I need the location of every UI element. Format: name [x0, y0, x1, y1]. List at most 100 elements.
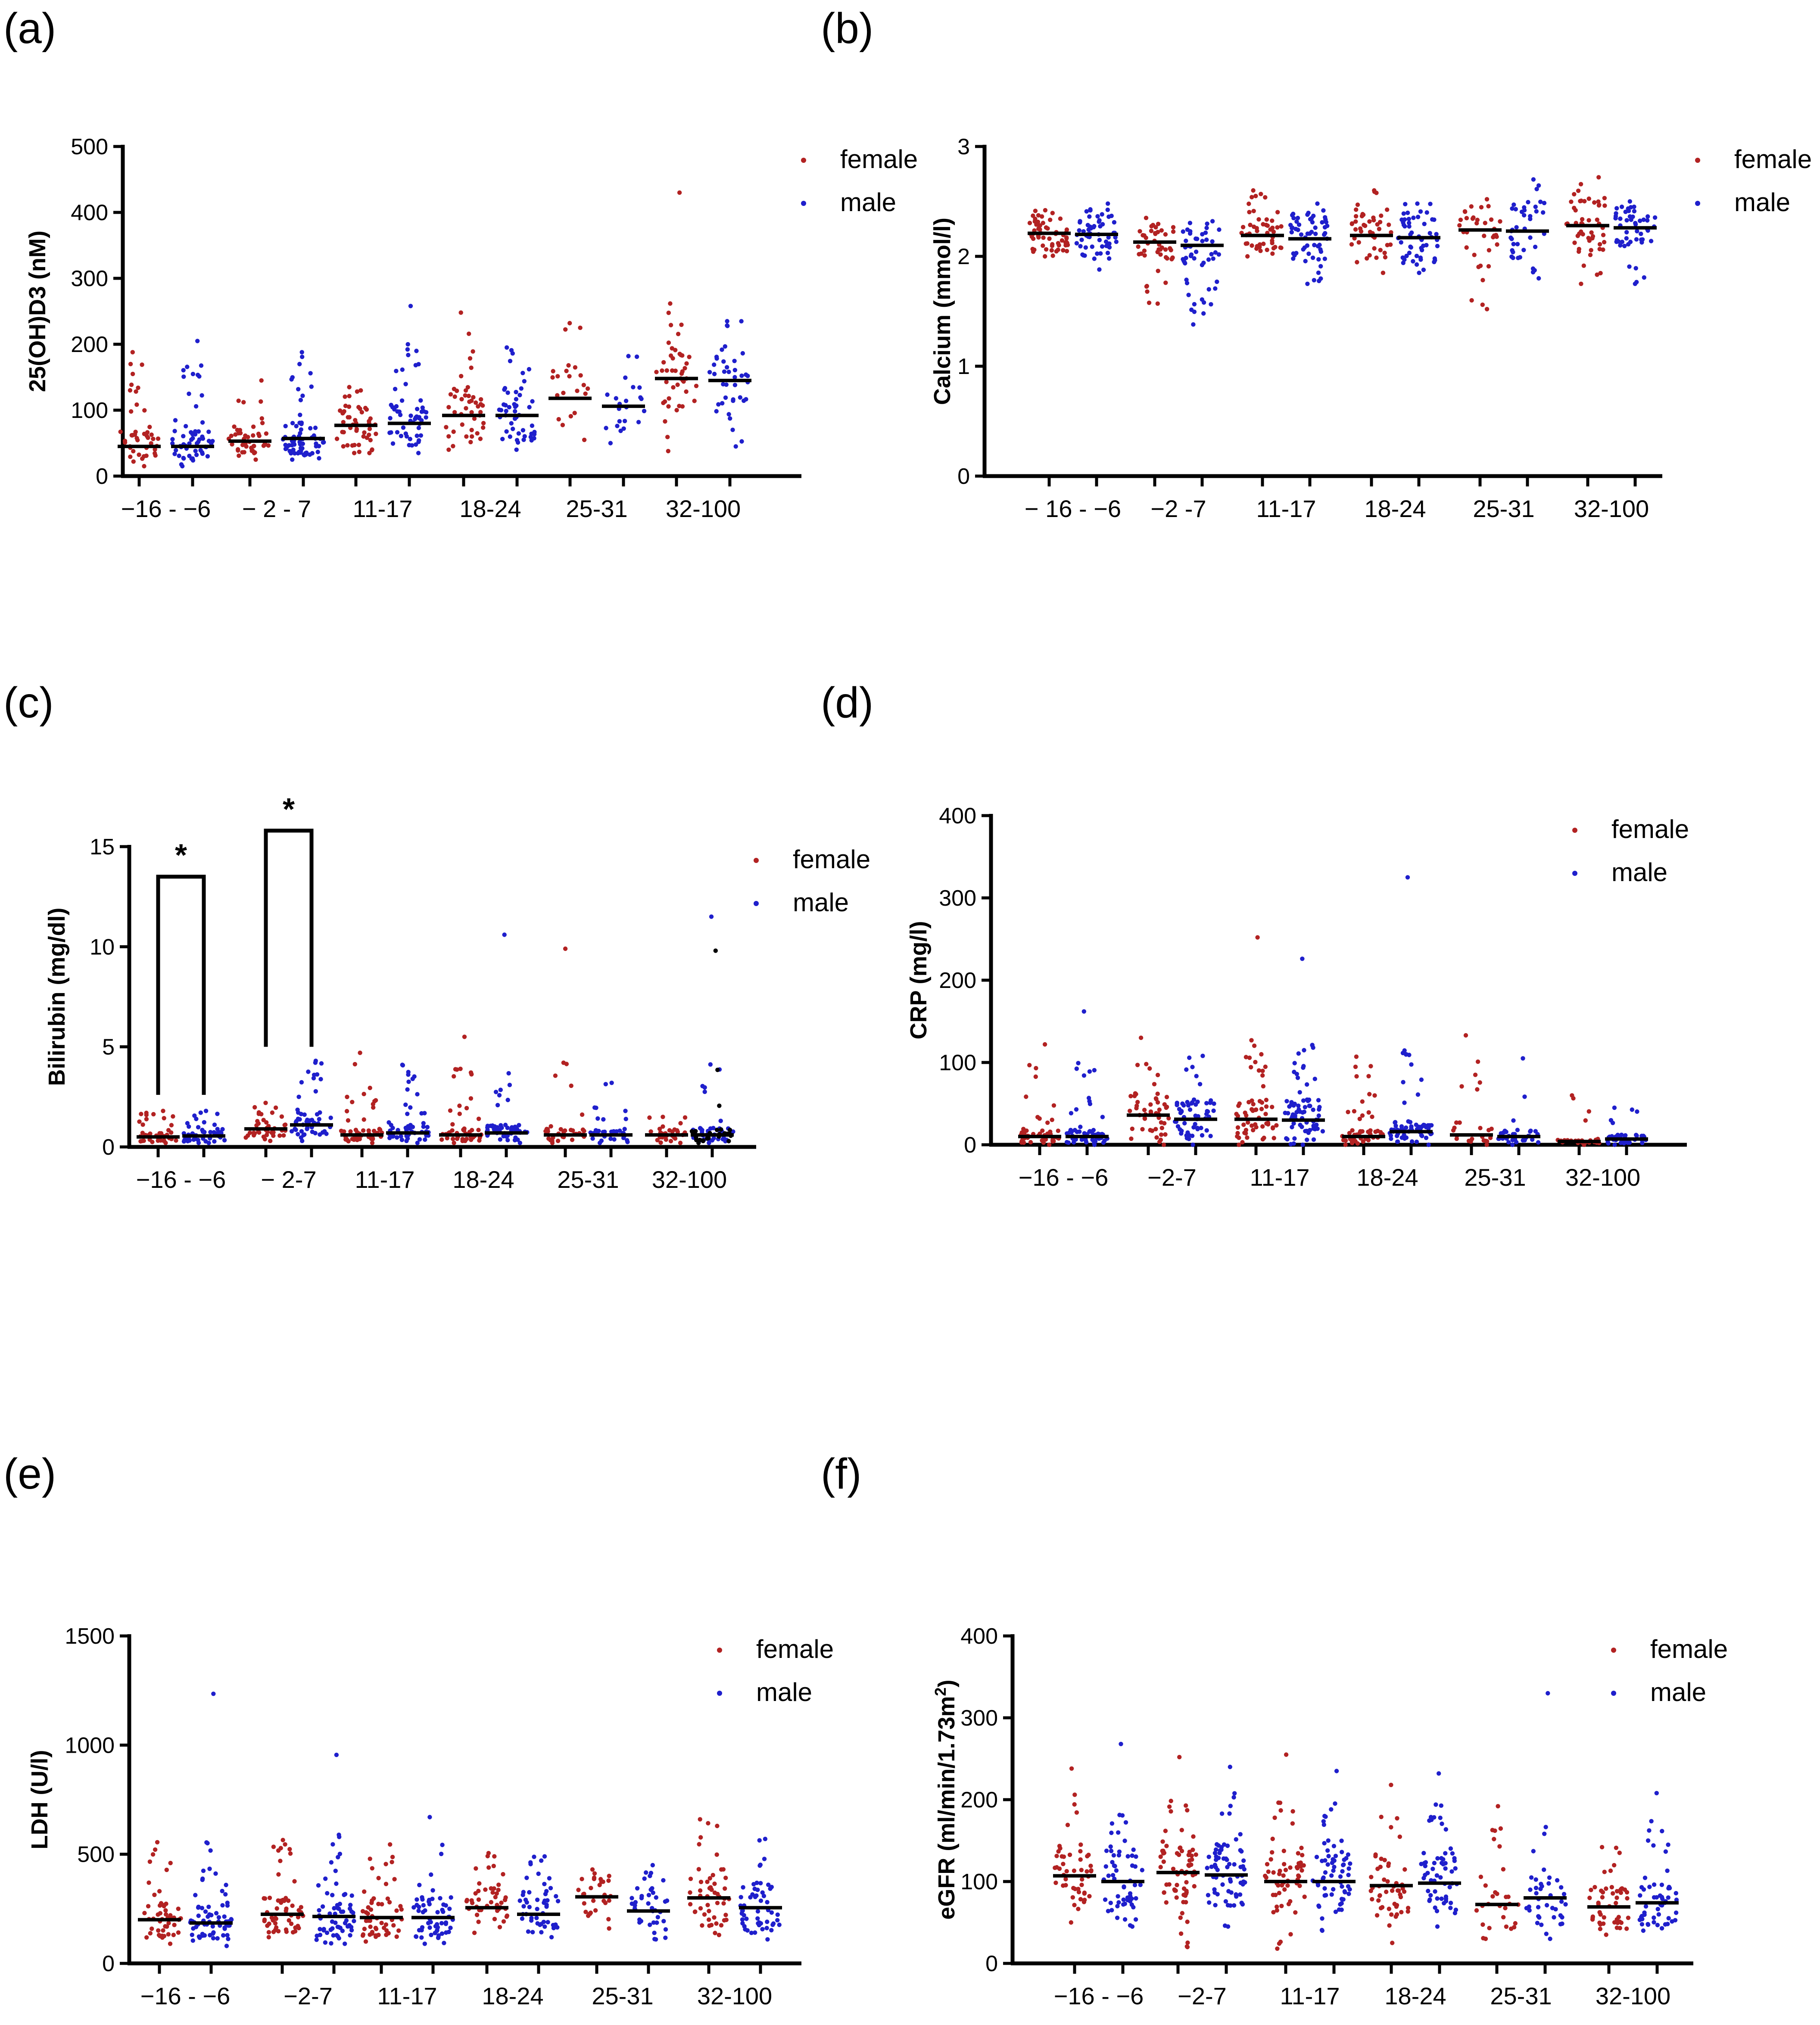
data-point-male: [318, 1077, 323, 1081]
data-point-male: [224, 1882, 228, 1888]
data-point-male: [1109, 1848, 1114, 1854]
data-point-male: [538, 1922, 542, 1927]
data-point-female: [368, 438, 373, 442]
data-point-female: [1165, 256, 1169, 261]
data-point-female: [1145, 289, 1150, 294]
data-point-female: [1036, 235, 1041, 240]
data-point-male: [1418, 1125, 1423, 1130]
data-point-female: [1181, 1900, 1186, 1904]
data-point-male: [1322, 1841, 1327, 1846]
data-point-female: [1074, 1810, 1079, 1815]
data-point-male: [1205, 1866, 1209, 1870]
data-point-male: [501, 402, 506, 407]
data-point-male: [1088, 207, 1093, 212]
data-point-male: [1605, 1140, 1610, 1144]
data-point-male: [638, 395, 643, 400]
data-point-female: [1469, 298, 1474, 303]
data-point-male: [623, 1109, 628, 1113]
data-point-female: [1572, 240, 1577, 245]
data-point-male: [544, 1889, 549, 1894]
data-point-female: [464, 434, 469, 439]
data-point-female: [1371, 215, 1376, 220]
data-point-male: [526, 1929, 531, 1934]
data-point-female: [128, 388, 133, 393]
data-point-female: [362, 430, 367, 435]
data-point-male: [1409, 245, 1413, 250]
data-point-male: [208, 1130, 213, 1134]
data-point-male: [1106, 1873, 1111, 1878]
data-point-male: [403, 1102, 408, 1107]
data-point-male: [1432, 1860, 1437, 1866]
data-point-female: [660, 368, 664, 373]
data-point-male: [423, 1908, 427, 1913]
data-point-male: [229, 1917, 234, 1922]
data-point-male: [1106, 1909, 1111, 1913]
data-point-male: [733, 444, 738, 449]
data-point-female: [131, 449, 136, 454]
data-point-female: [1478, 1126, 1483, 1131]
data-point-female: [675, 1130, 680, 1134]
data-point-male: [534, 1916, 539, 1920]
data-point-female: [1175, 1882, 1179, 1888]
data-point-male: [1213, 250, 1218, 255]
data-point-male: [1323, 1858, 1328, 1863]
data-point-male: [502, 386, 508, 391]
data-point-female: [1361, 1139, 1365, 1144]
data-point-female: [1184, 1944, 1189, 1949]
data-point-male: [1418, 209, 1423, 214]
data-point-female: [365, 435, 369, 440]
data-point-male: [1206, 1854, 1211, 1859]
data-point-male: [414, 433, 419, 438]
data-point-male: [314, 1938, 319, 1942]
data-point-male: [520, 371, 525, 375]
data-point-male: [1316, 1113, 1321, 1118]
data-point-female: [705, 1879, 710, 1884]
data-point-male: [530, 399, 535, 404]
data-point-male: [1195, 1125, 1200, 1131]
data-point-female: [696, 1867, 701, 1872]
data-point-male: [769, 1928, 774, 1933]
data-point-other: [713, 948, 718, 953]
data-point-female: [1256, 1068, 1262, 1073]
data-point-female: [723, 1886, 727, 1891]
data-point-female: [153, 1847, 158, 1852]
data-point-male: [423, 1137, 427, 1142]
data-point-female: [1176, 1852, 1181, 1857]
data-point-male: [1320, 1129, 1325, 1134]
x-tick-label: 11-17: [1256, 495, 1316, 522]
data-point-male: [1197, 1082, 1203, 1087]
data-point-female: [363, 1939, 368, 1944]
data-point-male: [415, 1140, 420, 1145]
data-point-male: [1181, 257, 1185, 262]
data-point-female: [673, 368, 678, 373]
data-point-male: [317, 1908, 321, 1913]
data-point-female: [1051, 1103, 1056, 1108]
data-point-female: [392, 1877, 397, 1882]
data-point-male: [1630, 1107, 1634, 1112]
data-point-female: [469, 1898, 474, 1903]
data-point-male: [1078, 244, 1083, 249]
data-point-male: [493, 1090, 499, 1094]
data-point-female: [1501, 1915, 1506, 1919]
data-point-male: [1326, 1854, 1331, 1859]
data-point-male: [1307, 1128, 1312, 1133]
data-point-male: [1619, 204, 1624, 209]
data-point-female: [1597, 202, 1602, 207]
data-point-male: [287, 449, 292, 454]
data-point-male: [1100, 212, 1104, 217]
data-point-female: [380, 1902, 384, 1907]
data-point-male: [1333, 1910, 1338, 1914]
data-point-female: [1033, 216, 1038, 221]
data-point-male: [1346, 1891, 1351, 1896]
data-point-female: [677, 190, 682, 195]
data-point-female: [1158, 252, 1163, 257]
data-point-male: [1439, 1856, 1444, 1861]
data-point-male: [1539, 1882, 1543, 1886]
data-point-male: [1306, 251, 1311, 256]
data-point-female: [451, 429, 456, 434]
data-point-female: [1279, 224, 1284, 229]
data-point-female: [1161, 1859, 1166, 1864]
data-point-female: [1253, 1107, 1258, 1112]
data-point-female: [480, 403, 485, 408]
